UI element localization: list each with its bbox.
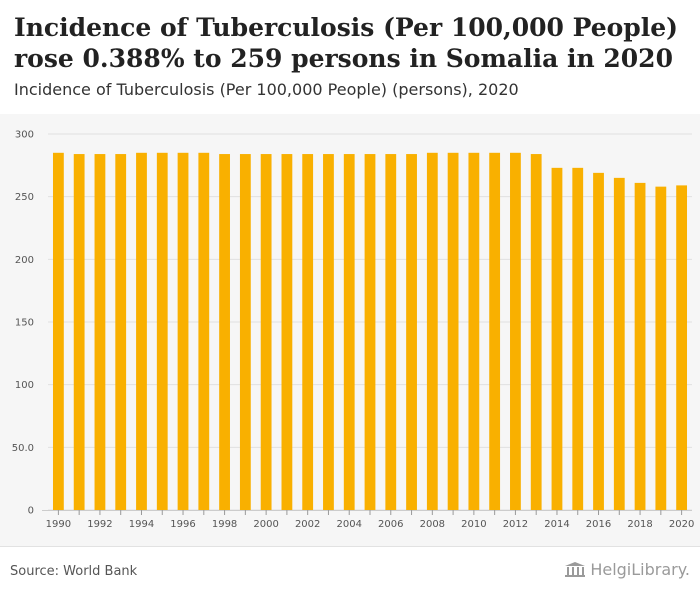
bar: [52, 152, 64, 511]
x-tick-label: 1996: [170, 519, 195, 530]
bar: [136, 152, 147, 511]
bar: [572, 167, 584, 510]
bar: [364, 154, 376, 510]
bar: [613, 177, 625, 510]
x-tick-label: 2010: [461, 519, 486, 530]
bar: [655, 186, 667, 510]
bar: [468, 152, 480, 511]
x-tick-label: 2008: [420, 519, 445, 530]
bar: [73, 154, 85, 510]
bar: [115, 154, 127, 510]
logo-text: HelgiLibrary.: [590, 560, 690, 579]
chart-title: Incidence of Tuberculosis (Per 100,000 P…: [14, 13, 679, 73]
x-tick-label: 2020: [669, 519, 694, 530]
chart-subtitle: Incidence of Tuberculosis (Per 100,000 P…: [14, 80, 519, 99]
bar: [530, 154, 542, 510]
x-tick-label: 2004: [336, 519, 361, 530]
bar: [219, 154, 230, 510]
library-building-icon: [565, 561, 586, 577]
x-tick-label: 2014: [544, 519, 569, 530]
bar: [177, 152, 189, 511]
x-tick-label: 2002: [295, 519, 320, 530]
bar: [156, 152, 168, 511]
bar: [510, 152, 521, 511]
bar: [239, 154, 251, 510]
bar: [447, 152, 459, 511]
bar: [676, 185, 688, 510]
x-tick-label: 2018: [627, 519, 652, 530]
bar: [551, 167, 563, 510]
bar: [281, 154, 293, 510]
y-tick-label: 200: [15, 255, 34, 266]
bar-chart: 0 50.0 100 150 200 250 300 1990 1992 1994 1996 1998…: [12, 130, 695, 531]
bar: [385, 154, 397, 510]
x-tick-label: 1994: [129, 519, 154, 530]
bar: [94, 154, 106, 510]
bar: [489, 152, 501, 511]
y-tick-label: 50.0: [12, 443, 34, 454]
x-tick-label: 2012: [503, 519, 528, 530]
bar: [198, 152, 210, 511]
y-tick-label: 0: [28, 506, 34, 517]
bar: [426, 152, 438, 511]
y-tick-label: 300: [15, 130, 34, 141]
x-tick-label: 2006: [378, 519, 403, 530]
x-tick-label: 2016: [586, 519, 611, 530]
bar: [302, 154, 314, 510]
x-tick-label: 1990: [46, 519, 71, 530]
x-tick-label: 2000: [253, 519, 278, 530]
bar: [634, 182, 646, 510]
bar: [323, 154, 334, 510]
y-tick-label: 150: [15, 318, 34, 329]
bar: [343, 154, 355, 510]
x-tick-label: 1992: [87, 519, 112, 530]
bar: [593, 172, 604, 510]
footer-divider: [0, 546, 700, 547]
y-tick-label: 100: [15, 380, 34, 391]
bar: [260, 154, 272, 510]
helgi-library-logo[interactable]: HelgiLibrary.: [564, 560, 690, 579]
x-tick-label: 1998: [212, 519, 237, 530]
bar: [406, 154, 417, 510]
y-tick-label: 250: [15, 192, 34, 203]
source-label: Source: World Bank: [10, 564, 138, 579]
